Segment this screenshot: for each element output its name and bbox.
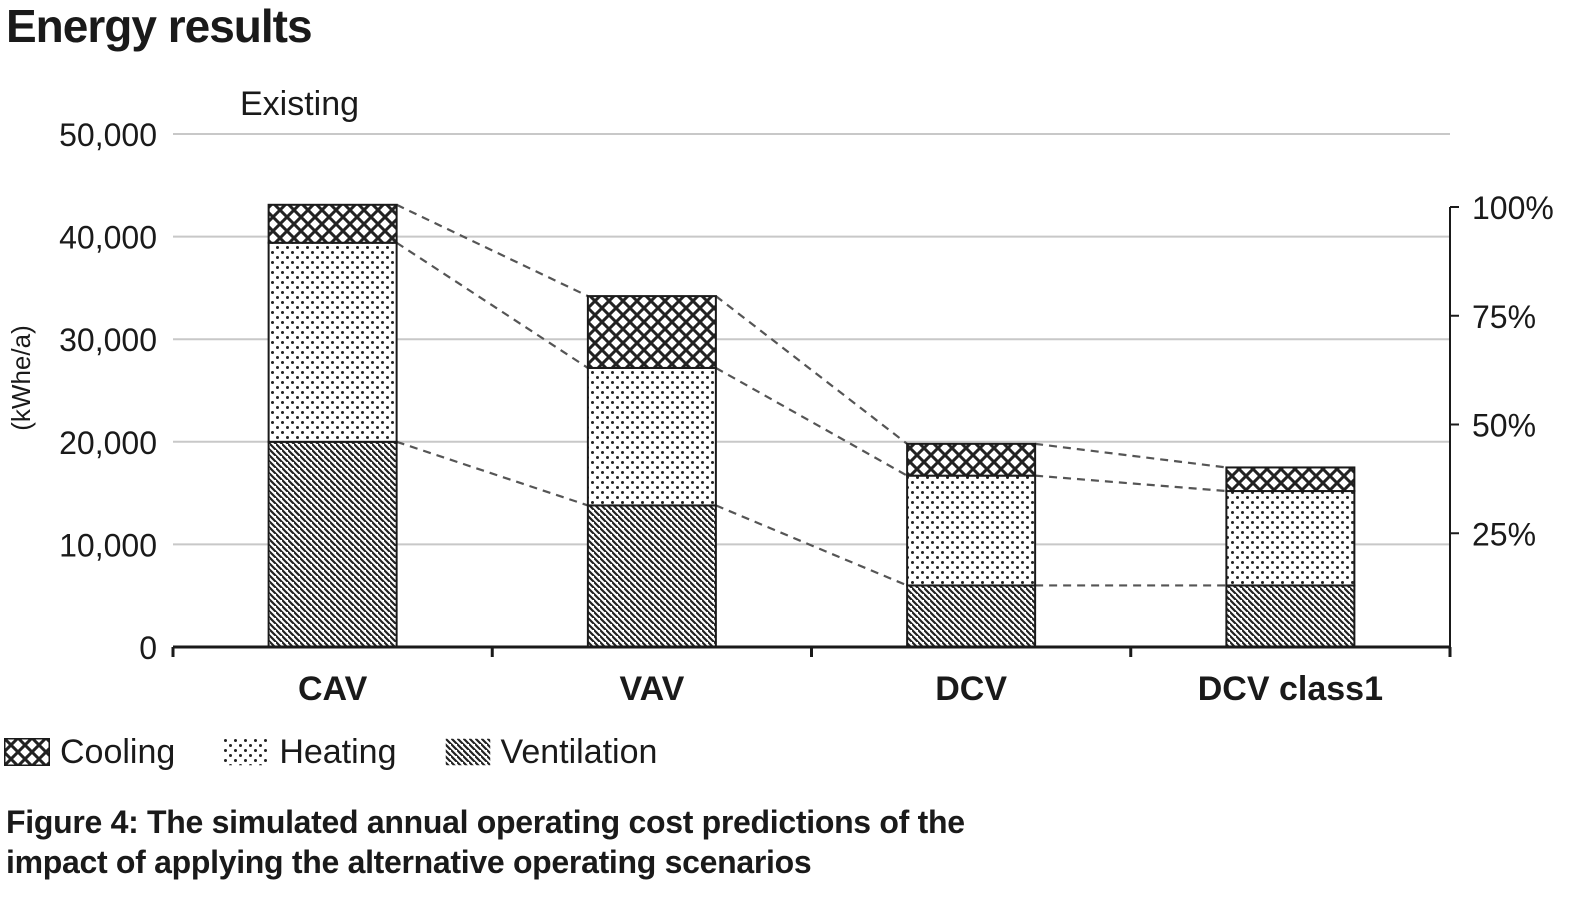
y-tick-label: 30,000 — [59, 322, 157, 358]
bar-heating-dcv — [906, 474, 1037, 587]
bar-heating-dcv-class1 — [1225, 490, 1356, 587]
connector-heating — [715, 366, 908, 477]
bar-ventilation-dcv — [906, 584, 1037, 649]
legend-label-heating: Heating — [279, 732, 397, 771]
legend-swatch-cooling — [4, 738, 50, 766]
y-tick-label: 50,000 — [59, 117, 157, 153]
legend-item-cooling: Cooling — [4, 733, 175, 772]
figure-caption: Figure 4: The simulated annual operating… — [6, 804, 965, 880]
energy-stacked-bar-chart: Existing (kWhe/a) 0 10,000 20,000 30,000 40,… — [6, 85, 1554, 708]
connector-ventilation — [715, 504, 908, 587]
legend-item-ventilation: Ventilation — [445, 732, 658, 772]
connector-cooling — [1034, 442, 1227, 469]
bar-cooling-dcv — [906, 442, 1037, 477]
y2-tick-label: 75% — [1472, 299, 1536, 335]
y2-tick-label: 25% — [1472, 516, 1536, 552]
legend-swatch-heating — [223, 738, 269, 766]
y-tick-label: 0 — [139, 630, 157, 666]
x-tick-label: CAV — [298, 670, 368, 708]
x-tick-label: DCV — [935, 670, 1007, 708]
legend-swatch-ventilation — [445, 738, 491, 766]
legend-label-cooling: Cooling — [60, 732, 176, 771]
y-tick-label: 20,000 — [59, 425, 157, 461]
connector-heating — [396, 241, 589, 369]
y-axis-label: (kWhe/a) — [6, 325, 36, 430]
legend-label-ventilation: Ventilation — [500, 732, 658, 771]
connector-ventilation — [396, 440, 589, 507]
x-tick-label: VAV — [619, 670, 684, 708]
connector-cooling — [396, 203, 589, 298]
bar-cooling-vav — [586, 295, 717, 369]
bar-ventilation-cav — [267, 440, 398, 648]
page-title: Energy results — [6, 0, 313, 52]
bar-heating-cav — [267, 241, 398, 443]
connector-cooling — [715, 295, 908, 445]
bar-cooling-cav — [267, 203, 398, 244]
bar-heating-vav — [586, 366, 717, 507]
connector-heating — [1035, 474, 1227, 493]
legend-item-heating: Heating — [223, 732, 397, 772]
chart-annotation: Existing — [240, 85, 359, 123]
y-tick-label: 10,000 — [59, 527, 157, 563]
x-tick-label: DCV class1 — [1198, 670, 1383, 708]
chart-legend: Cooling Heating Ventilation — [4, 730, 705, 774]
y-tick-label: 40,000 — [59, 220, 157, 256]
bar-ventilation-vav — [586, 504, 717, 648]
y2-tick-label: 50% — [1472, 408, 1536, 444]
bar-cooling-dcv-class1 — [1225, 466, 1356, 493]
y2-tick-label: 100% — [1472, 190, 1554, 226]
bar-ventilation-dcv-class1 — [1225, 584, 1356, 649]
